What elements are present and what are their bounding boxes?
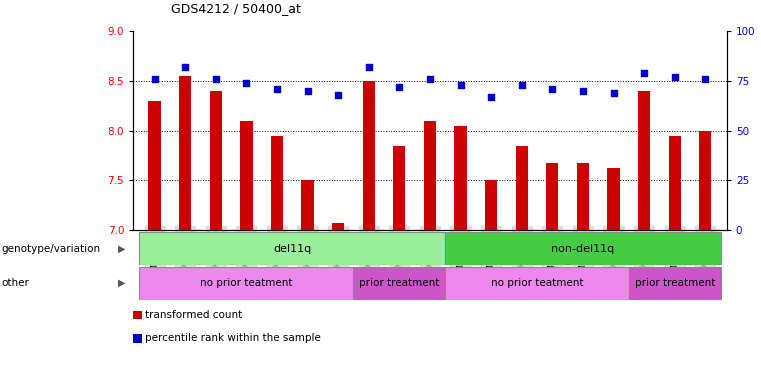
- Bar: [516, 146, 528, 230]
- Point: [332, 91, 344, 98]
- Bar: [454, 126, 466, 230]
- Bar: [363, 81, 375, 230]
- Point: [607, 89, 619, 96]
- Point: [148, 76, 161, 82]
- Bar: [271, 136, 283, 230]
- Text: ▶: ▶: [118, 278, 126, 288]
- Bar: [669, 136, 681, 230]
- Text: prior treatment: prior treatment: [635, 278, 715, 288]
- Bar: [445, 232, 721, 265]
- Point: [669, 74, 681, 80]
- Text: no prior teatment: no prior teatment: [491, 278, 583, 288]
- Bar: [179, 76, 191, 230]
- Point: [546, 86, 559, 92]
- Point: [301, 88, 314, 94]
- Bar: [445, 267, 629, 300]
- Point: [516, 81, 528, 88]
- Bar: [332, 223, 344, 230]
- Bar: [607, 169, 619, 230]
- Point: [485, 94, 497, 100]
- Point: [271, 86, 283, 92]
- Point: [363, 64, 375, 70]
- Bar: [577, 162, 589, 230]
- Bar: [424, 121, 436, 230]
- Text: percentile rank within the sample: percentile rank within the sample: [145, 333, 320, 343]
- Point: [577, 88, 589, 94]
- Text: GDS4212 / 50400_at: GDS4212 / 50400_at: [171, 2, 301, 15]
- Point: [699, 76, 712, 82]
- Point: [393, 84, 406, 90]
- Point: [210, 76, 222, 82]
- Point: [638, 70, 650, 76]
- Text: transformed count: transformed count: [145, 310, 242, 320]
- Text: no prior teatment: no prior teatment: [200, 278, 293, 288]
- Bar: [546, 162, 559, 230]
- Bar: [353, 267, 445, 300]
- Text: other: other: [2, 278, 30, 288]
- Text: ▶: ▶: [118, 243, 126, 254]
- Text: non-del11q: non-del11q: [551, 243, 615, 254]
- Bar: [485, 180, 497, 230]
- Bar: [393, 146, 406, 230]
- Bar: [699, 131, 712, 230]
- Text: genotype/variation: genotype/variation: [2, 243, 100, 254]
- Text: del11q: del11q: [273, 243, 311, 254]
- Bar: [301, 180, 314, 230]
- Bar: [148, 101, 161, 230]
- Point: [179, 64, 191, 70]
- Bar: [638, 91, 650, 230]
- Point: [240, 79, 253, 86]
- Bar: [210, 91, 222, 230]
- Point: [454, 81, 466, 88]
- Bar: [139, 267, 353, 300]
- Bar: [240, 121, 253, 230]
- Bar: [629, 267, 721, 300]
- Text: prior treatment: prior treatment: [359, 278, 440, 288]
- Bar: [139, 232, 445, 265]
- Point: [424, 76, 436, 82]
